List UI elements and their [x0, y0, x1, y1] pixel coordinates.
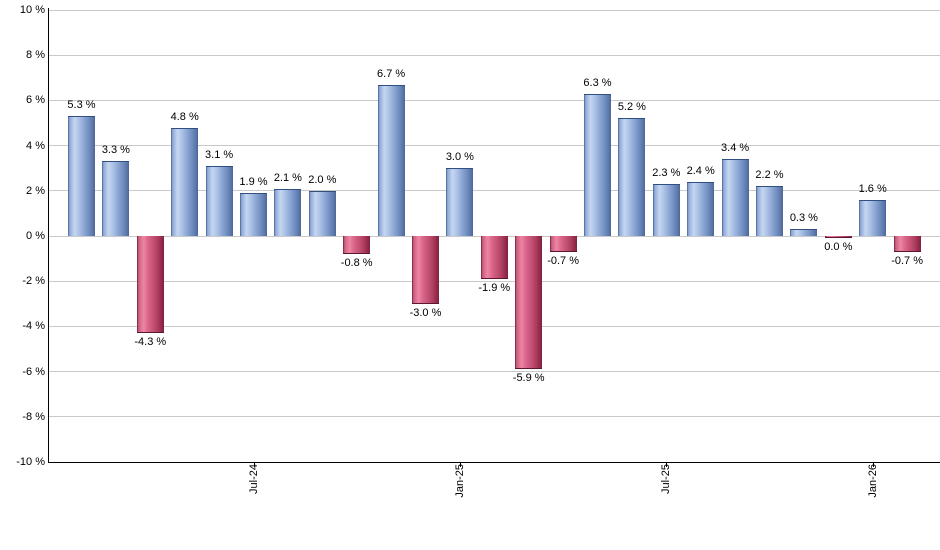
bar-value-label: 2.0 %	[308, 173, 337, 186]
x-axis-tick	[253, 463, 255, 467]
y-axis-tick-label: 8 %	[26, 49, 45, 62]
bar-value-label: 0.0 %	[824, 241, 853, 253]
y-axis-tick-label: -10 %	[16, 456, 45, 468]
bar-value-label: 6.7 %	[377, 67, 406, 80]
bar	[687, 181, 715, 236]
y-axis-tick-label: -4 %	[22, 320, 45, 333]
bar	[446, 168, 474, 236]
bar-value-label: 2.1 %	[273, 171, 302, 184]
bar	[652, 184, 680, 236]
bar	[136, 236, 164, 334]
bar-value-label: 5.3 %	[67, 99, 96, 112]
gridline--4	[49, 325, 940, 327]
y-axis-tick-label: 2 %	[26, 184, 45, 197]
x-axis-tick-label: Jul-25	[660, 464, 673, 494]
bar	[584, 93, 611, 236]
bar-value-label: 1.9 %	[239, 176, 268, 189]
bar-value-label: 3.4 %	[721, 142, 750, 155]
bar	[893, 236, 921, 252]
bar-value-label: -1.9 %	[478, 281, 511, 294]
y-axis-tick-label: 0 %	[26, 230, 45, 242]
y-axis-tick-label: 10 %	[19, 4, 45, 16]
bar-value-label: 1.6 %	[858, 182, 887, 195]
x-axis-tick-label: Jan-26	[866, 464, 879, 498]
bar-value-label: 0.3 %	[789, 212, 818, 225]
gridline-8	[49, 54, 940, 56]
bar	[171, 127, 199, 236]
y-axis-tick-label: -2 %	[22, 275, 45, 288]
gridline-10	[49, 9, 940, 11]
bar	[343, 236, 371, 255]
bar-value-label: 5.2 %	[617, 101, 646, 114]
bar	[205, 165, 233, 236]
bar	[618, 118, 646, 236]
bar-value-label: -4.3 %	[134, 336, 167, 349]
y-axis-line	[48, 8, 49, 463]
bar	[515, 236, 543, 370]
bar	[240, 193, 267, 236]
gridline-6	[49, 99, 940, 101]
bar-value-label: 2.2 %	[755, 169, 784, 182]
gridline-4	[49, 145, 940, 147]
bar-value-label: -5.9 %	[512, 372, 545, 385]
bar	[412, 236, 439, 304]
y-axis-tick-label: -8 %	[22, 410, 45, 423]
y-axis-tick-label: 4 %	[26, 139, 45, 152]
x-axis-tick-label: Jan-25	[453, 464, 466, 498]
bar	[721, 159, 749, 236]
x-axis-tick	[459, 463, 461, 467]
bar-value-label: -0.8 %	[340, 257, 373, 270]
x-axis-tick-label: Jul-24	[247, 464, 260, 494]
bar	[824, 236, 852, 238]
x-axis-line	[48, 462, 940, 463]
bar	[102, 161, 130, 236]
gridline-2	[49, 190, 940, 192]
bar	[790, 229, 818, 236]
bar	[859, 199, 887, 236]
gridline--8	[49, 416, 940, 418]
y-axis-tick-label: 6 %	[26, 94, 45, 107]
bar	[274, 188, 302, 236]
bar	[549, 236, 577, 252]
bar-value-label: 3.0 %	[445, 151, 474, 164]
bar	[68, 116, 95, 236]
bar-value-label: 3.1 %	[205, 148, 234, 161]
bar-value-label: 4.8 %	[170, 110, 199, 123]
bar-value-label: -3.0 %	[409, 306, 442, 319]
bar	[756, 186, 783, 236]
bar	[377, 84, 405, 236]
bar-value-label: 2.3 %	[652, 167, 681, 180]
x-axis-tick	[666, 463, 668, 467]
x-axis-tick	[872, 463, 874, 467]
bar	[308, 190, 336, 236]
bar	[480, 236, 508, 279]
bar-value-label: -0.7 %	[547, 254, 579, 267]
gridline--2	[49, 280, 940, 282]
bar-value-label: 3.3 %	[101, 144, 130, 157]
bar-value-label: -0.7 %	[891, 254, 923, 267]
bar-value-label: 2.4 %	[686, 164, 715, 177]
gridline--6	[49, 371, 940, 373]
bar-value-label: 6.3 %	[583, 76, 612, 89]
y-axis-tick-label: -6 %	[22, 365, 45, 378]
